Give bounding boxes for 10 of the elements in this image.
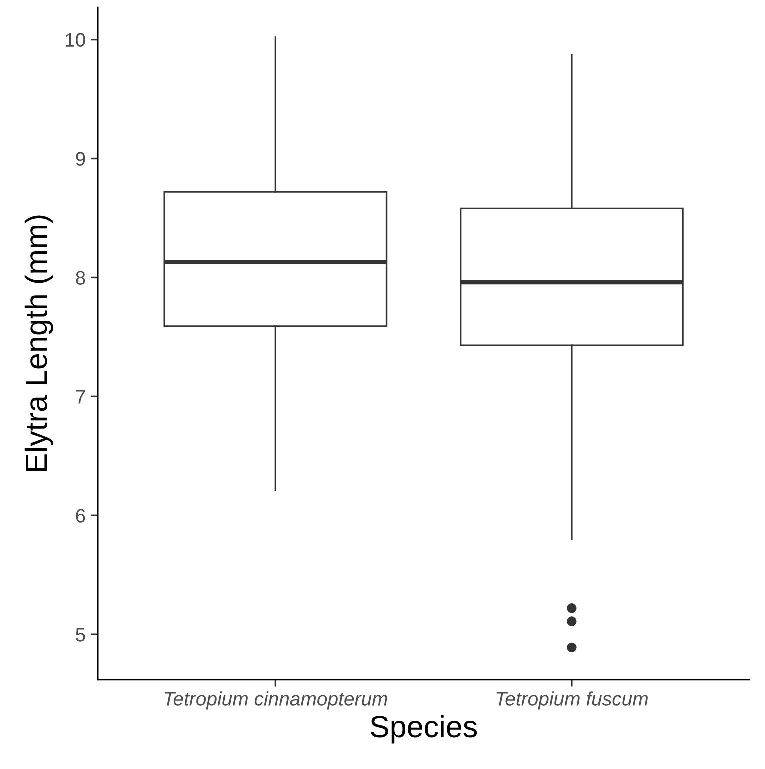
y-tick-label: 5 bbox=[76, 628, 86, 642]
x-tick-label: Tetropium cinnamopterum bbox=[164, 692, 388, 710]
x-tick-label: Tetropium fuscum bbox=[496, 692, 648, 710]
y-tick-label: 6 bbox=[76, 509, 86, 523]
y-tick-label: 9 bbox=[76, 152, 86, 166]
x-axis-title: Species bbox=[370, 715, 478, 744]
y-tick-label: 10 bbox=[66, 33, 86, 48]
y-axis-title: Elytra Length (mm) bbox=[24, 216, 54, 472]
y-tick-label: 8 bbox=[76, 271, 86, 285]
y-tick-label: 7 bbox=[76, 390, 86, 404]
